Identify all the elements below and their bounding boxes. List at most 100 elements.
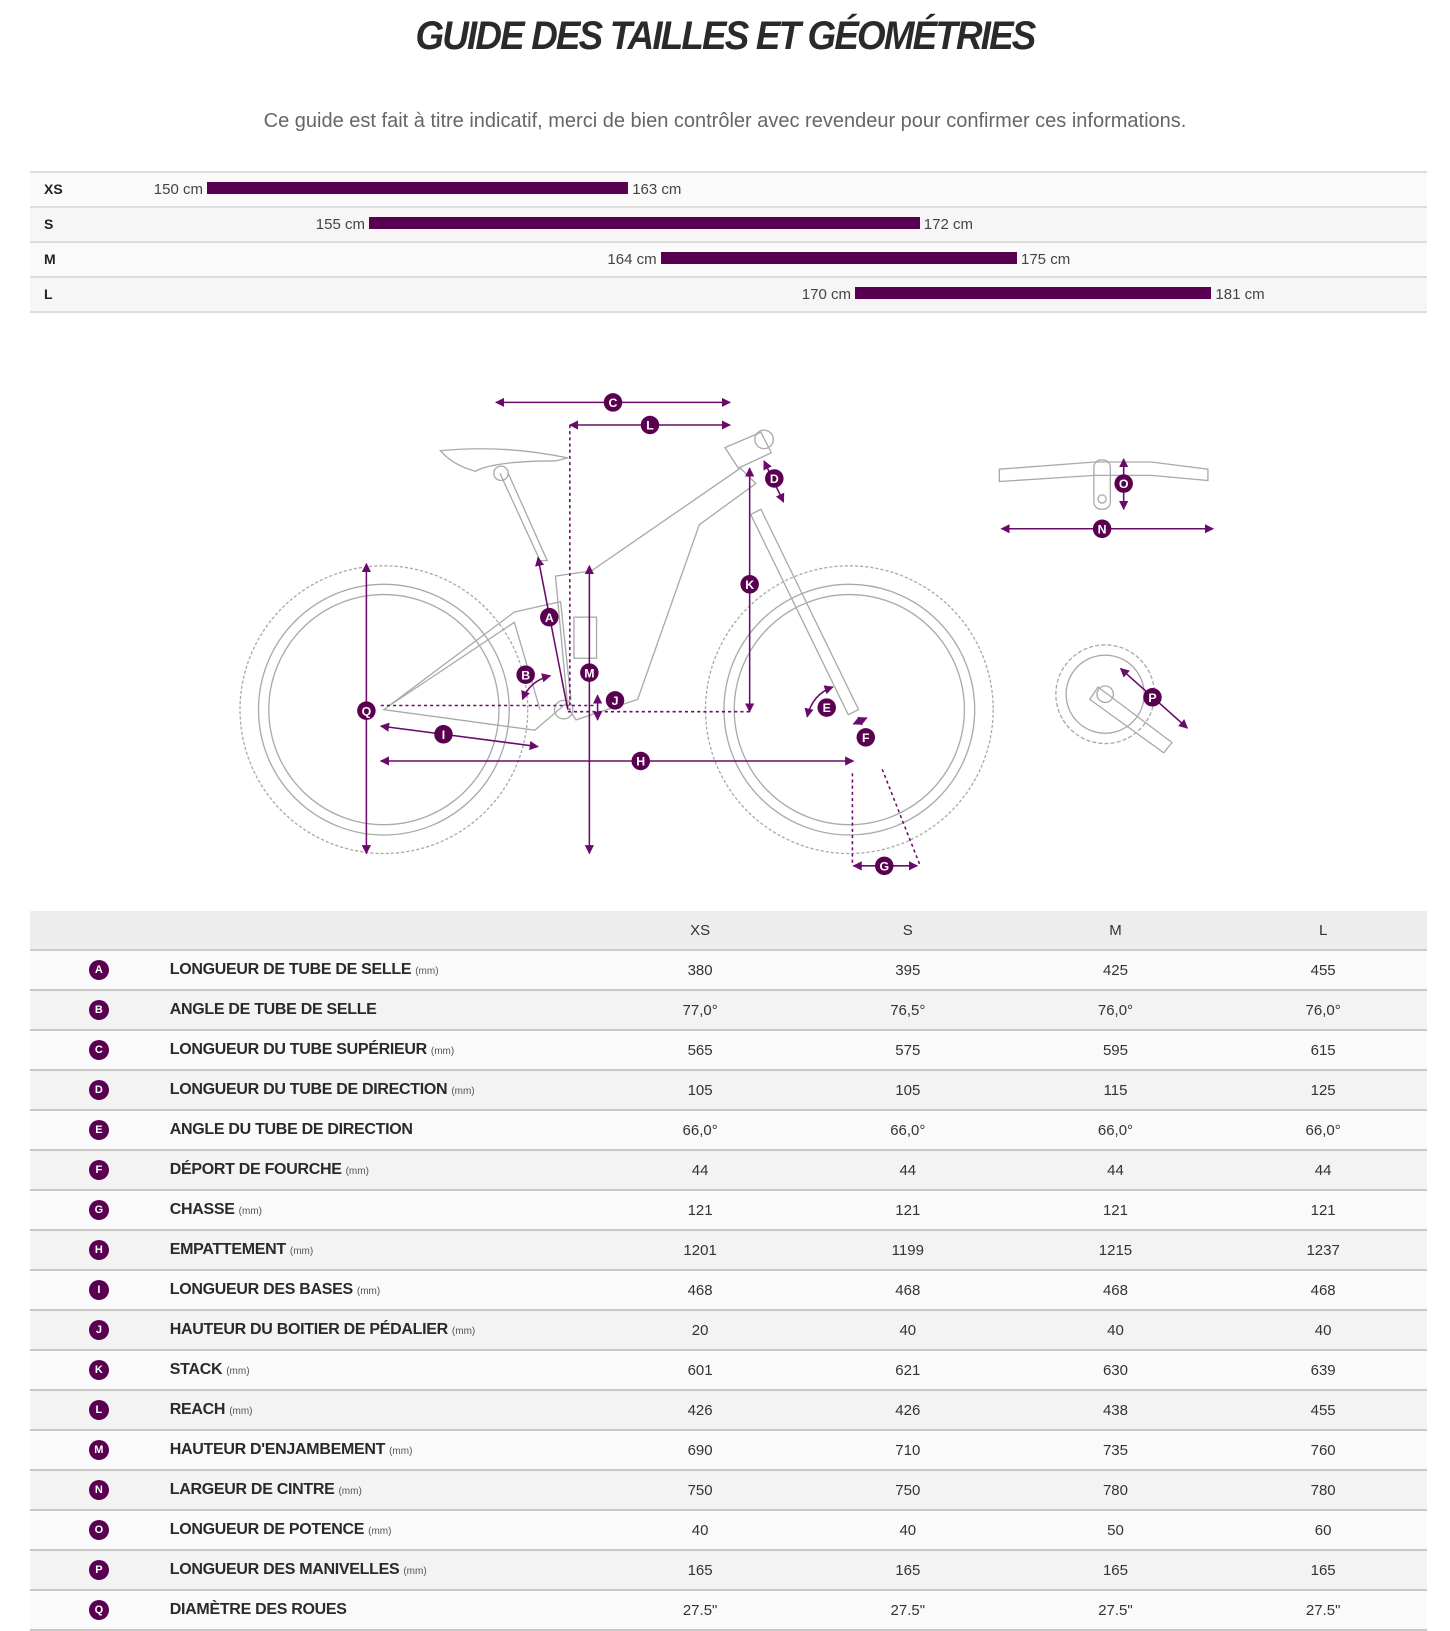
diagram-marker-l: L bbox=[640, 415, 660, 435]
value-cell: 121 bbox=[1011, 1190, 1220, 1231]
measurement-label: LONGUEUR DU TUBE DE DIRECTION bbox=[169, 1081, 448, 1098]
diagram-marker-d: D bbox=[765, 469, 784, 488]
value-cell: 565 bbox=[596, 1030, 804, 1071]
value-cell: 395 bbox=[803, 950, 1012, 991]
unit-label: (mm) bbox=[389, 1446, 413, 1457]
value-cell: 455 bbox=[1219, 1390, 1427, 1431]
value-cell: 40 bbox=[596, 1510, 804, 1551]
size-row: L 170 cm 181 cm bbox=[30, 278, 1427, 313]
table-row: E ANGLE DU TUBE DE DIRECTION 66,0° 66,0° 66… bbox=[30, 1110, 1427, 1151]
diagram-marker-letter: O bbox=[1119, 477, 1129, 491]
frame bbox=[554, 467, 757, 721]
letter-badge: D bbox=[88, 1080, 109, 1100]
measurement-label: LONGUEUR DES MANIVELLES bbox=[169, 1561, 400, 1578]
rear-wheel-rim bbox=[257, 583, 510, 836]
value-cell: 121 bbox=[596, 1190, 804, 1231]
measurement-label: LONGUEUR DU TUBE SUPÉRIEUR bbox=[169, 1041, 427, 1058]
letter-badge: K bbox=[88, 1360, 109, 1380]
letter-badge: A bbox=[88, 960, 109, 980]
table-row: B ANGLE DE TUBE DE SELLE 77,0° 76,5° 76,0° 7… bbox=[30, 990, 1427, 1031]
min-height-label: 170 cm bbox=[801, 286, 851, 303]
value-cell: 425 bbox=[1011, 950, 1220, 991]
value-cell: 40 bbox=[1219, 1310, 1427, 1351]
saddle bbox=[439, 448, 568, 472]
value-cell: 105 bbox=[596, 1070, 804, 1111]
value-cell: 27.5" bbox=[1219, 1590, 1427, 1631]
unit-label: (mm) bbox=[415, 966, 439, 977]
diagram-marker-letter: A bbox=[545, 611, 554, 625]
table-row: L REACH (mm) 426 426 438 455 bbox=[30, 1390, 1427, 1431]
value-cell: 455 bbox=[1219, 950, 1427, 991]
rear-wheel-tire bbox=[239, 565, 529, 855]
max-height-label: 181 cm bbox=[1215, 286, 1265, 303]
value-cell: 50 bbox=[1011, 1510, 1220, 1551]
seatpost bbox=[499, 473, 549, 562]
value-cell: 66,0° bbox=[1219, 1110, 1427, 1151]
table-row: O LONGUEUR DE POTENCE (mm) 40 40 50 60 bbox=[30, 1510, 1427, 1551]
diagram-markers: A B C D E F G H I J K L M N O P Q bbox=[357, 393, 1162, 876]
value-cell: 76,5° bbox=[803, 990, 1012, 1031]
diagram-marker-g: G bbox=[875, 856, 894, 876]
measurement-label: LONGUEUR DES BASES bbox=[169, 1281, 353, 1298]
unit-label: (mm) bbox=[345, 1166, 369, 1177]
measurement-label: DÉPORT DE FOURCHE bbox=[169, 1161, 342, 1178]
value-cell: 438 bbox=[1011, 1390, 1220, 1431]
min-height-label: 155 cm bbox=[315, 216, 365, 233]
size-label: S bbox=[44, 216, 54, 232]
value-cell: 735 bbox=[1011, 1430, 1220, 1471]
unit-label: (mm) bbox=[451, 1326, 476, 1337]
value-cell: 468 bbox=[1219, 1270, 1427, 1311]
table-row: N LARGEUR DE CINTRE (mm) 750 750 780 780 bbox=[30, 1470, 1427, 1511]
table-row: C LONGUEUR DU TUBE SUPÉRIEUR (mm) 565 575 59… bbox=[30, 1030, 1427, 1071]
value-cell: 630 bbox=[1011, 1350, 1220, 1391]
unit-label: (mm) bbox=[289, 1246, 314, 1257]
diagram-marker-letter: L bbox=[646, 419, 654, 433]
value-cell: 44 bbox=[1011, 1150, 1220, 1191]
table-row: D LONGUEUR DU TUBE DE DIRECTION (mm) 105 10… bbox=[30, 1070, 1427, 1111]
letter-badge: C bbox=[88, 1040, 109, 1060]
diagram-marker-letter: D bbox=[770, 472, 779, 486]
value-cell: 66,0° bbox=[1011, 1110, 1220, 1151]
size-guide: XS 150 cm 163 cm S 155 cm 172 cm M 164 cm … bbox=[30, 171, 1427, 313]
diagram-marker-e: E bbox=[817, 698, 836, 717]
unit-label: (mm) bbox=[403, 1566, 427, 1577]
value-cell: 468 bbox=[803, 1270, 1012, 1311]
letter-badge: F bbox=[88, 1160, 109, 1180]
diagram-marker-p: P bbox=[1143, 688, 1162, 707]
table-row: F DÉPORT DE FOURCHE (mm) 44 44 44 44 bbox=[30, 1150, 1427, 1191]
letter-badge: J bbox=[88, 1320, 109, 1340]
value-cell: 40 bbox=[803, 1510, 1012, 1551]
bike-drawing bbox=[239, 429, 1209, 855]
diagram-marker-letter: E bbox=[823, 701, 831, 715]
diagram-marker-f: F bbox=[856, 728, 876, 747]
chainring bbox=[1055, 644, 1156, 745]
value-cell: 595 bbox=[1011, 1030, 1220, 1071]
value-cell: 780 bbox=[1219, 1470, 1427, 1511]
diagram-marker-letter: Q bbox=[362, 704, 372, 718]
page-subtitle: Ce guide est fait à titre indicatif, mer… bbox=[263, 110, 1187, 132]
diagram-marker-letter: I bbox=[442, 728, 445, 742]
value-cell: 710 bbox=[803, 1430, 1012, 1471]
table-row: P LONGUEUR DES MANIVELLES (mm) 165 165 165 16… bbox=[30, 1550, 1427, 1591]
value-cell: 20 bbox=[596, 1310, 804, 1351]
diagram-marker-letter: P bbox=[1148, 691, 1156, 705]
value-cell: 27.5" bbox=[803, 1590, 1012, 1631]
value-cell: 621 bbox=[803, 1350, 1012, 1391]
diagram-marker-a: A bbox=[540, 607, 559, 627]
measurement-label: CHASSE bbox=[169, 1201, 235, 1218]
letter-badge: I bbox=[88, 1280, 109, 1300]
table-row: M HAUTEUR D'ENJAMBEMENT (mm) 690 710 735 760 bbox=[30, 1430, 1427, 1471]
diagram-marker-q: Q bbox=[357, 701, 376, 720]
unit-label: (mm) bbox=[430, 1046, 455, 1057]
min-height-label: 150 cm bbox=[153, 181, 203, 198]
unit-label: (mm) bbox=[451, 1086, 475, 1097]
value-cell: 1237 bbox=[1219, 1230, 1427, 1271]
value-cell: 780 bbox=[1011, 1470, 1220, 1511]
diagram-marker-letter: F bbox=[862, 731, 870, 745]
measurement-label: HAUTEUR D'ENJAMBEMENT bbox=[169, 1441, 386, 1458]
value-cell: 690 bbox=[596, 1430, 804, 1471]
value-cell: 380 bbox=[596, 950, 804, 991]
bike-geometry-diagram: A B C D E F G H I J K L M N O P Q bbox=[239, 393, 1214, 876]
unit-label: (mm) bbox=[338, 1486, 362, 1497]
value-cell: 165 bbox=[596, 1550, 804, 1591]
